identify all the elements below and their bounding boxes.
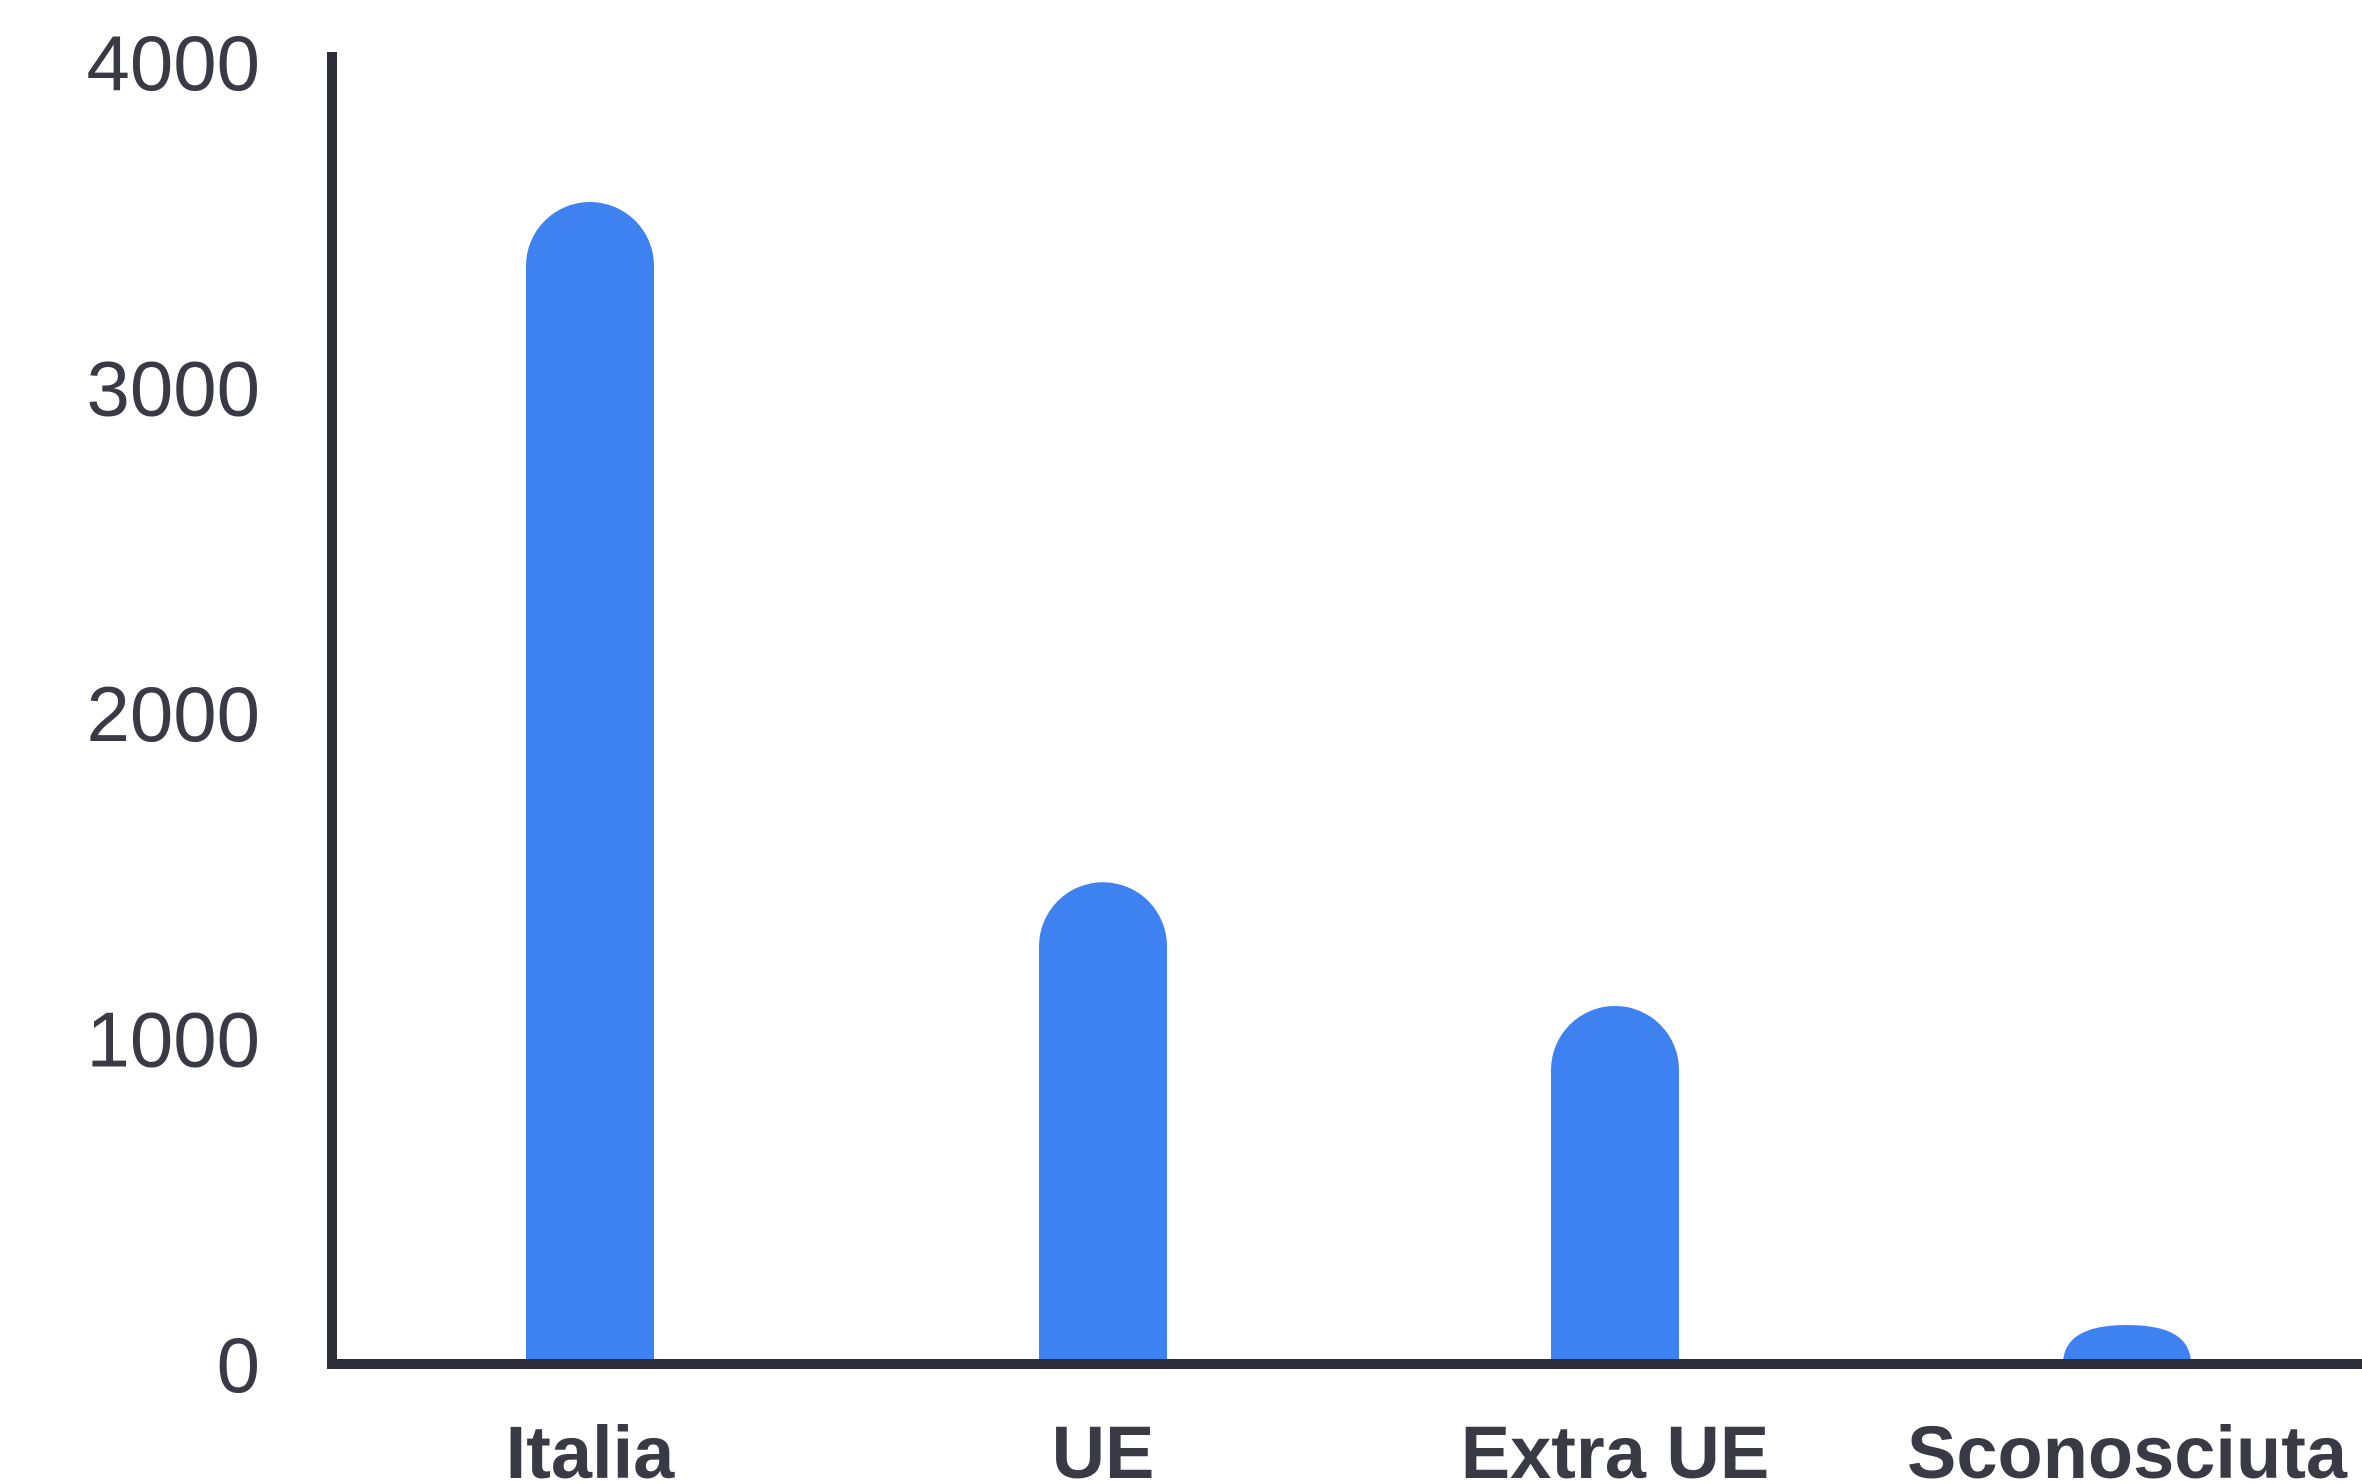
y-tick-label-2000: 2000 bbox=[86, 670, 260, 758]
x-tick-label-italia: Italia bbox=[506, 1411, 675, 1484]
y-tick-label-0: 0 bbox=[217, 1321, 260, 1409]
bar-ue bbox=[1039, 882, 1167, 1364]
y-axis-ticks: 0 1000 2000 3000 4000 bbox=[86, 19, 260, 1409]
bar-extra-ue bbox=[1551, 1005, 1679, 1364]
x-axis-labels: Italia UE Extra UE Sconosciuta bbox=[506, 1411, 2348, 1484]
y-tick-label-4000: 4000 bbox=[86, 19, 260, 107]
y-tick-label-3000: 3000 bbox=[86, 345, 260, 433]
x-tick-label-extra-ue: Extra UE bbox=[1461, 1411, 1769, 1484]
bars bbox=[526, 201, 2191, 1365]
x-tick-label-sconosciuta: Sconosciuta bbox=[1907, 1411, 2348, 1484]
y-tick-label-1000: 1000 bbox=[86, 996, 260, 1084]
x-tick-label-ue: UE bbox=[1052, 1411, 1155, 1484]
bar-sconosciuta bbox=[2063, 1324, 2191, 1364]
bar-italia bbox=[526, 201, 654, 1365]
